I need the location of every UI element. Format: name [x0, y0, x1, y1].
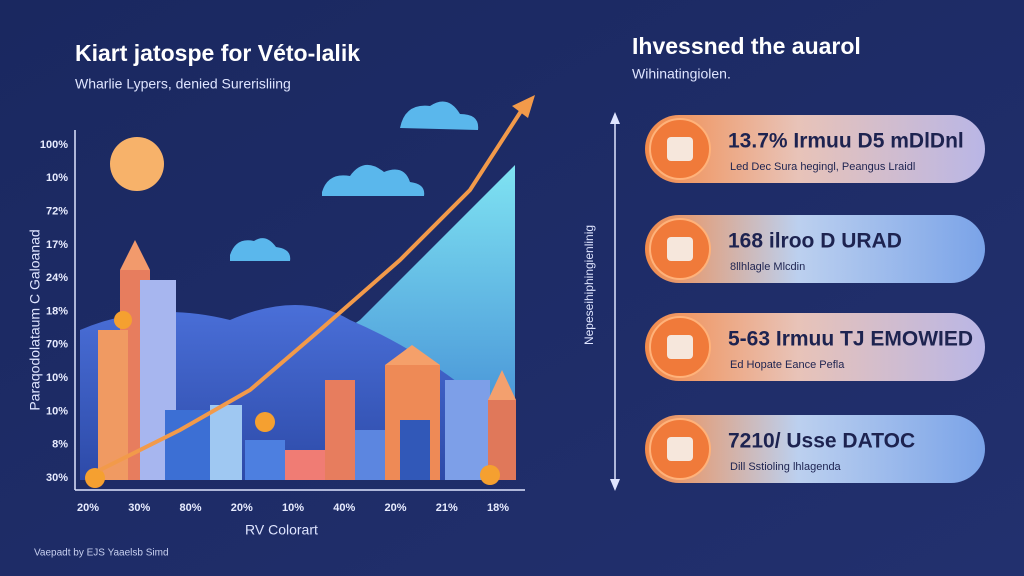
y-tick-label: 70%	[46, 339, 68, 351]
card-background	[645, 115, 985, 183]
card-headline: 7210/ Usse DATOC	[728, 430, 915, 453]
cloud	[400, 101, 479, 130]
card-headline: 168 ilroo D URAD	[728, 230, 902, 253]
x-tick-label: 20%	[384, 502, 406, 514]
y-tick-label: 100%	[40, 139, 68, 151]
x-tick-label: 30%	[128, 502, 150, 514]
footer: Vaepadt by EJS Yaaelsb Simd	[34, 548, 169, 559]
icon-glyph	[667, 237, 693, 261]
stat-card: 168 ilroo D URAD 8llhlagle Mlcdin	[645, 215, 985, 283]
y-tick-label: 17%	[46, 239, 68, 251]
arrowhead	[610, 479, 620, 491]
y-tick-label: 30%	[46, 472, 68, 484]
left-title: Kiart jatospe for Véto-lalik	[75, 40, 360, 66]
x-tick-label: 21%	[436, 502, 458, 514]
card-subtext: Led Dec Sura hegingl, Peangus Lraidl	[730, 161, 915, 173]
y-tick-label: 24%	[46, 272, 68, 284]
cloud	[322, 164, 425, 196]
y-tick-label: 72%	[46, 206, 68, 218]
card-background	[645, 215, 985, 283]
y-tick-label: 10%	[46, 405, 68, 417]
y-axis-label: Paraqodolataum C Galoanad	[27, 229, 43, 410]
card-subtext: Dill Sstioling lhlagenda	[730, 461, 842, 473]
stat-card: 5-63 Irmuu TJ EMOWIED Ed Hopate Eance Pef…	[645, 313, 985, 381]
x-tick-label: 40%	[333, 502, 355, 514]
y-tick-label: 8%	[52, 439, 68, 451]
x-tick-label: 20%	[231, 502, 253, 514]
card-background	[645, 313, 985, 381]
side-label: Nepeseihiphingienlinig	[582, 225, 596, 345]
card-headline: 13.7% Irmuu D5 mDlDnl	[728, 130, 964, 153]
y-tick-label: 10%	[46, 172, 68, 184]
x-tick-label: 18%	[487, 502, 509, 514]
buildings	[85, 240, 516, 488]
left-subtitle: Wharlie Lypers, denied Surerisliing	[75, 76, 291, 92]
stat-card: 13.7% Irmuu D5 mDlDnl Led Dec Sura heging…	[645, 115, 985, 183]
trend-arrow	[99, 103, 527, 472]
sun	[110, 137, 164, 191]
right-title: Ihvessned the auarol	[632, 33, 861, 59]
card-background	[645, 415, 985, 483]
x-tick-label: 80%	[179, 502, 201, 514]
card-headline: 5-63 Irmuu TJ EMOWIED	[728, 328, 973, 351]
card-subtext: Ed Hopate Eance Pefla	[730, 359, 845, 371]
arrowhead	[610, 112, 620, 124]
icon-glyph	[667, 335, 693, 359]
arrowhead	[512, 95, 535, 118]
y-tick-label: 10%	[46, 372, 68, 384]
card-subtext: 8llhlagle Mlcdin	[730, 261, 805, 273]
cloud	[230, 238, 291, 261]
illustration	[80, 95, 535, 488]
right-subtitle: Wihinatingiolen.	[632, 66, 731, 82]
x-tick-label: 20%	[77, 502, 99, 514]
x-tick-label: 10%	[282, 502, 304, 514]
icon-glyph	[667, 137, 693, 161]
stat-card: 7210/ Usse DATOC Dill Sstioling lhlagenda	[645, 415, 985, 483]
x-axis-label: RV Colorart	[245, 522, 318, 538]
icon-glyph	[667, 437, 693, 461]
y-tick-label: 18%	[46, 305, 68, 317]
